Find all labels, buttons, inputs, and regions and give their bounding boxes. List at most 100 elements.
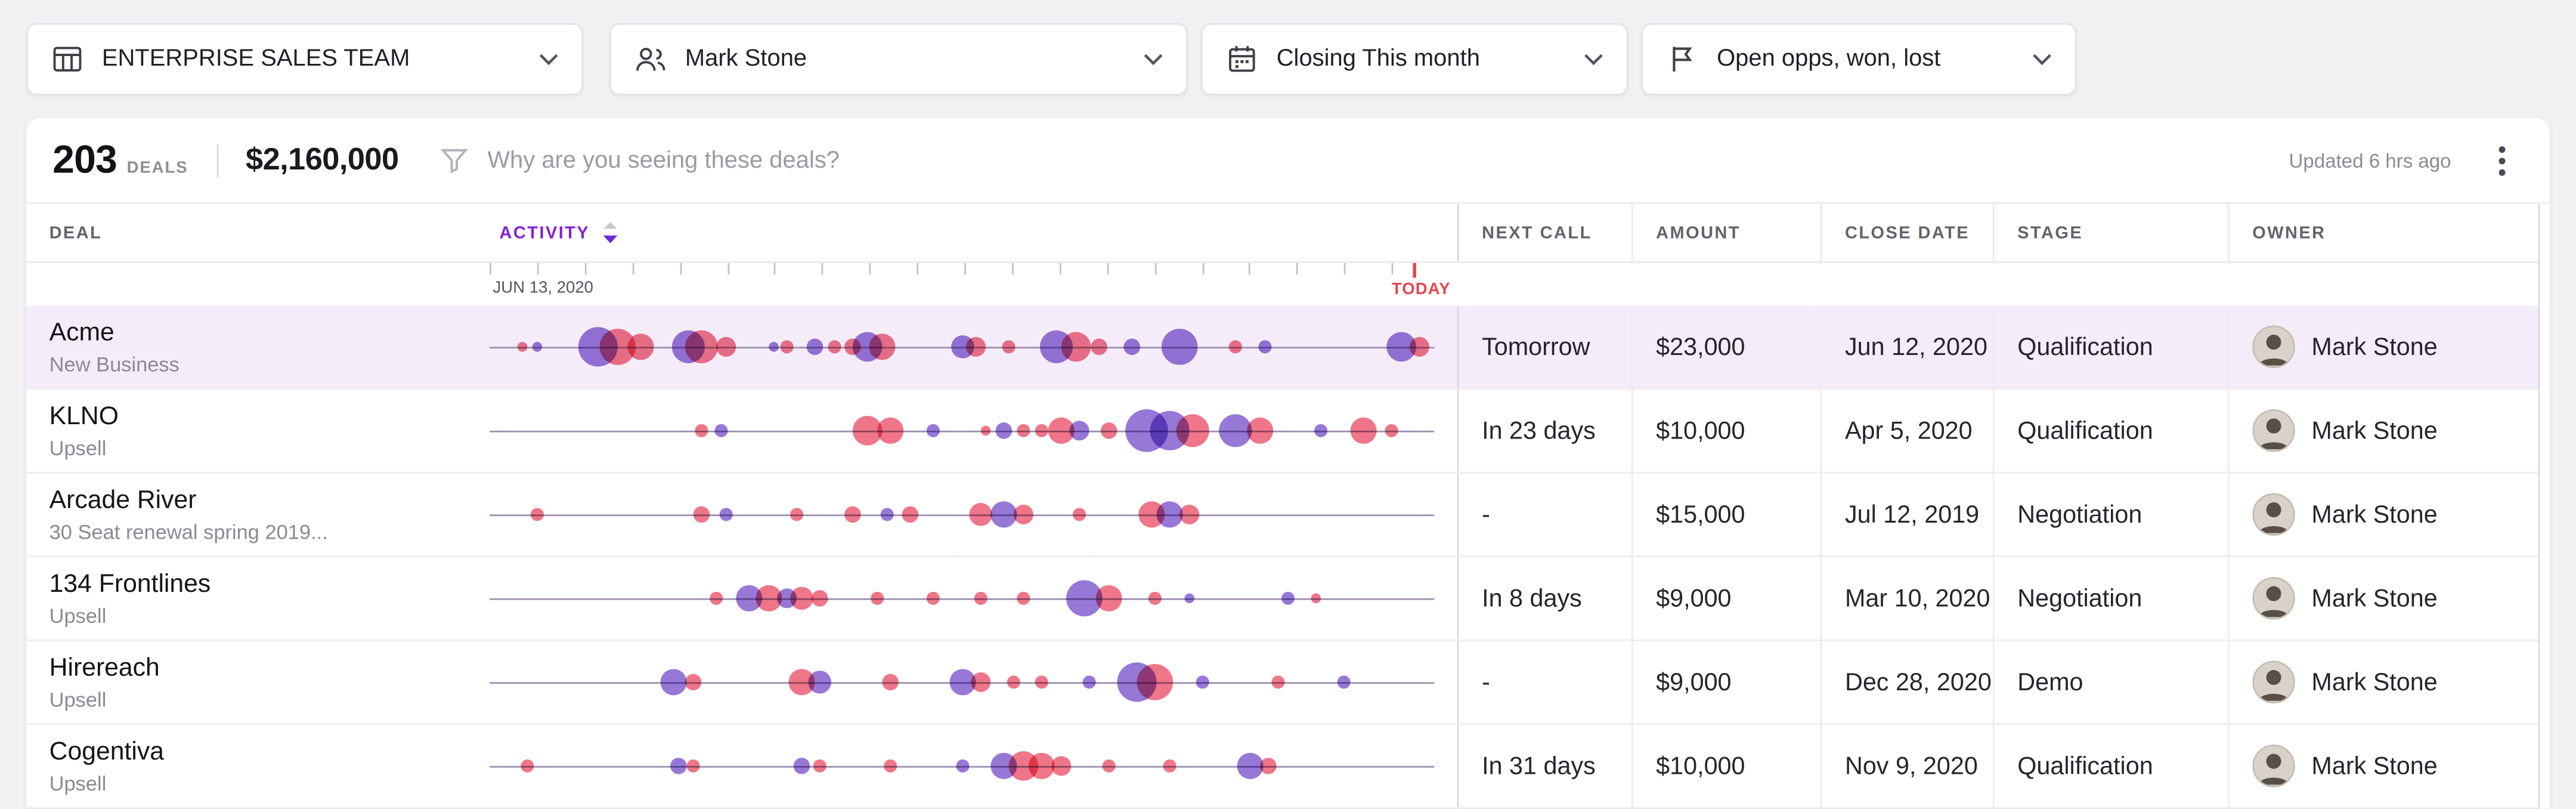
axis-tick [1154, 263, 1156, 275]
axis-tick [917, 263, 919, 275]
axis-tick [1249, 263, 1251, 275]
filter-team-label: ENTERPRISE SALES TEAM [101, 46, 410, 73]
activity-bubble [955, 759, 969, 773]
sort-icon[interactable] [601, 220, 619, 245]
activity-bubble [880, 508, 893, 521]
table-row[interactable]: Hirereach Upsell - $9,000 Dec 28, 2020 D… [26, 641, 2550, 725]
filter-status-dropdown[interactable]: Open opps, won, lost [1641, 23, 2077, 95]
stage-cell: Negotiation [1992, 557, 2228, 640]
activity-bubble [949, 669, 976, 696]
activity-bubble [1091, 338, 1107, 356]
activity-bubble [1261, 758, 1277, 774]
activity-cell [476, 473, 1457, 555]
table-row[interactable]: KLNO Upsell In 23 days $10,000 Apr 5, 20… [26, 389, 2550, 474]
chevron-down-icon [1584, 53, 1603, 66]
column-header-amount[interactable]: AMOUNT [1631, 203, 1820, 262]
flag-icon [1666, 43, 1699, 76]
owner-name: Mark Stone [2311, 416, 2438, 445]
next-call-cell: In 31 days [1457, 724, 1631, 807]
activity-bubble [719, 508, 733, 521]
filter-status-label: Open opps, won, lost [1717, 46, 1941, 73]
column-header-close-date[interactable]: CLOSE DATE [1820, 203, 1993, 262]
chevron-down-icon [1144, 53, 1163, 66]
axis-tick [964, 263, 966, 275]
column-header-stage[interactable]: STAGE [1992, 203, 2228, 262]
activity-bubble [1163, 759, 1176, 773]
stage-cell: Demo [1992, 641, 2228, 724]
amount-cell: $15,000 [1631, 473, 1820, 556]
activity-bubble [868, 334, 895, 360]
next-call-cell: In 8 days [1457, 557, 1631, 640]
close-date-cell: Apr 5, 2020 [1820, 389, 1993, 472]
activity-timeline [490, 641, 1435, 723]
axis-tick [727, 263, 729, 275]
filter-team-dropdown[interactable]: ENTERPRISE SALES TEAM [26, 23, 584, 95]
activity-bubble [1337, 675, 1351, 689]
table-row[interactable]: 134 Frontlines Upsell In 8 days $9,000 M… [26, 557, 2550, 641]
activity-bubble [1410, 336, 1430, 357]
activity-bubble [781, 340, 794, 354]
scrollbar-track[interactable] [2538, 203, 2550, 809]
stage-cell: Qualification [1992, 389, 2228, 472]
activity-bubble [883, 674, 900, 691]
activity-bubble [1176, 414, 1210, 447]
column-header-deal[interactable]: DEAL [26, 204, 476, 261]
activity-bubble [969, 503, 993, 526]
activity-bubble [1137, 664, 1174, 700]
activity-bubble [695, 424, 709, 437]
column-header-deal-label: DEAL [49, 223, 103, 243]
activity-bubble [1060, 332, 1091, 362]
activity-bubble [1123, 338, 1141, 356]
table-row[interactable]: Cogentiva Upsell In 31 days $10,000 Nov … [26, 724, 2550, 809]
activity-bubble [1029, 752, 1055, 779]
activity-bubble [789, 508, 803, 521]
activity-bubble [927, 424, 940, 437]
total-amount: $2,160,000 [246, 142, 399, 177]
activity-bubble [716, 336, 736, 357]
column-header-owner[interactable]: OWNER [2227, 203, 2550, 262]
activity-timeline [490, 473, 1435, 555]
axis-tick [584, 263, 587, 275]
activity-bubble [828, 340, 841, 354]
calendar-icon [1225, 43, 1258, 76]
activity-bubble [966, 336, 986, 357]
activity-bubble [884, 759, 898, 773]
amount-cell: $9,000 [1631, 557, 1820, 640]
deal-cell: 134 Frontlines Upsell [26, 557, 476, 640]
stage-cell: Negotiation [1992, 473, 2228, 556]
activity-bubble [991, 501, 1018, 528]
axis-tick [631, 263, 634, 275]
axis-tick [1107, 263, 1109, 275]
filter-close-date-dropdown[interactable]: Closing This month [1200, 23, 1628, 95]
table-row[interactable]: Acme New Business Tomorrow $23,000 Jun 1… [26, 305, 2550, 390]
activity-timeline [490, 557, 1435, 640]
axis-today-label: TODAY [1391, 281, 1451, 299]
owner-cell: Mark Stone [2227, 305, 2550, 388]
column-header-activity[interactable]: ACTIVITY [476, 204, 1457, 261]
close-date-cell: Mar 10, 2020 [1820, 557, 1993, 640]
table-row[interactable]: Arcade River 30 Seat renewal spring 2019… [26, 473, 2550, 557]
activity-bubble [531, 342, 542, 352]
activity-bubble [1002, 340, 1016, 354]
owner-name: Mark Stone [2311, 584, 2438, 613]
activity-bubble [1095, 585, 1122, 612]
activity-bubble [530, 508, 544, 521]
activity-timeline [490, 725, 1435, 807]
activity-bubble [852, 416, 883, 446]
deal-subtitle: Upsell [49, 604, 107, 628]
amount-cell: $10,000 [1631, 724, 1820, 807]
axis-tick [1391, 263, 1394, 275]
table-icon [51, 43, 83, 76]
activity-bubble [1258, 340, 1271, 354]
activity-bubble [1101, 759, 1115, 773]
column-header-next-call[interactable]: NEXT CALL [1457, 203, 1631, 262]
activity-bubble [710, 591, 723, 605]
filter-owner-dropdown[interactable]: Mark Stone [609, 23, 1188, 95]
amount-cell: $10,000 [1631, 389, 1820, 472]
owner-cell: Mark Stone [2227, 724, 2550, 807]
axis-today-tick [1413, 263, 1417, 278]
kebab-menu-button[interactable] [2481, 135, 2524, 185]
deal-subtitle: New Business [49, 353, 179, 376]
activity-bubble [1070, 421, 1090, 441]
